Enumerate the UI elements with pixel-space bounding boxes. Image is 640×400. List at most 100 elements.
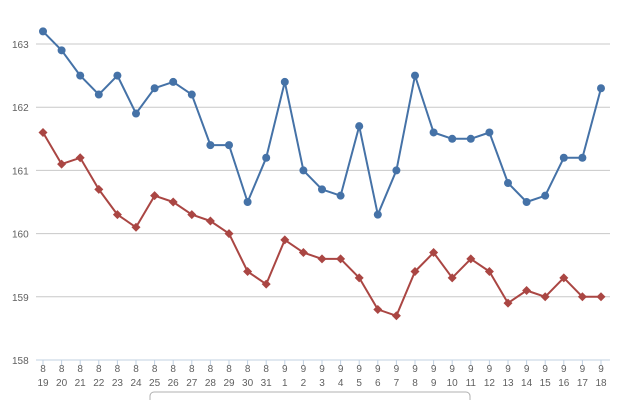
x-tick-label-day: 14 xyxy=(521,378,533,389)
data-point xyxy=(447,273,457,283)
y-tick-label: 163 xyxy=(12,40,29,51)
x-tick-label-day: 5 xyxy=(356,378,362,389)
x-tick-label-day: 26 xyxy=(168,378,180,389)
y-tick-label: 161 xyxy=(12,166,29,177)
x-tick-label-day: 30 xyxy=(242,378,254,389)
x-tick-label-day: 8 xyxy=(412,378,418,389)
data-point xyxy=(206,141,215,150)
x-tick-label-month: 9 xyxy=(524,364,530,375)
data-point xyxy=(39,27,47,36)
x-tick-label-month: 9 xyxy=(505,364,511,375)
x-tick-label-month: 9 xyxy=(598,364,604,375)
x-tick-label-day: 29 xyxy=(223,378,235,389)
data-point xyxy=(411,71,419,80)
x-tick-label-day: 24 xyxy=(130,378,142,389)
x-tick-label-month: 9 xyxy=(449,364,455,375)
x-tick-label-month: 8 xyxy=(115,364,121,375)
x-tick-label-month: 8 xyxy=(133,364,139,375)
data-point xyxy=(150,191,160,201)
x-tick-label-day: 1 xyxy=(282,378,288,389)
x-tick-label-month: 8 xyxy=(226,364,232,375)
x-tick-label-month: 8 xyxy=(77,364,83,375)
data-point xyxy=(410,267,420,277)
x-tick-label-month: 9 xyxy=(356,364,362,375)
x-axis: 8198208218228238248258268278288298308319… xyxy=(37,360,607,389)
data-point xyxy=(484,267,494,277)
data-point xyxy=(596,292,606,302)
data-point xyxy=(168,197,178,207)
x-tick-label-day: 28 xyxy=(205,378,217,389)
data-point xyxy=(466,134,475,143)
data-point xyxy=(261,279,271,289)
x-tick-label-day: 15 xyxy=(540,378,552,389)
x-tick-label-day: 16 xyxy=(558,378,570,389)
data-point xyxy=(541,191,550,200)
data-point xyxy=(76,71,85,80)
data-point xyxy=(317,254,327,264)
series-2 xyxy=(38,127,606,321)
data-point xyxy=(225,141,233,150)
series-1 xyxy=(39,27,605,219)
data-point xyxy=(504,179,512,188)
data-point xyxy=(205,216,215,226)
data-point xyxy=(559,153,568,162)
x-tick-label-day: 18 xyxy=(595,378,607,389)
x-tick-label-month: 8 xyxy=(40,364,46,375)
data-point xyxy=(392,166,401,175)
x-tick-label-month: 8 xyxy=(96,364,102,375)
data-point xyxy=(448,134,457,143)
data-point xyxy=(94,184,104,194)
x-tick-label-month: 9 xyxy=(561,364,567,375)
data-point xyxy=(224,229,234,239)
legend-box[interactable] xyxy=(149,391,471,400)
y-axis: 158 159 160 161 162 163 xyxy=(12,40,29,367)
data-point xyxy=(503,298,513,308)
x-tick-label-day: 17 xyxy=(577,378,589,389)
x-tick-label-day: 31 xyxy=(261,378,273,389)
data-point xyxy=(298,248,308,258)
data-point xyxy=(38,127,48,137)
data-point xyxy=(318,185,326,194)
plot-area xyxy=(38,27,606,321)
data-point xyxy=(243,198,252,206)
x-tick-label-month: 8 xyxy=(189,364,195,375)
data-point xyxy=(94,90,103,99)
x-tick-label-day: 13 xyxy=(502,378,514,389)
x-tick-label-month: 9 xyxy=(301,364,307,375)
x-tick-label-day: 7 xyxy=(394,378,400,389)
data-point xyxy=(597,84,605,93)
x-tick-label-day: 23 xyxy=(112,378,124,389)
data-point xyxy=(131,222,141,232)
data-point xyxy=(150,84,159,93)
data-point xyxy=(113,71,122,80)
data-point xyxy=(466,254,476,264)
x-tick-label-month: 8 xyxy=(170,364,176,375)
x-tick-label-month: 9 xyxy=(468,364,474,375)
y-tick-label: 162 xyxy=(12,103,29,114)
data-point xyxy=(485,128,494,137)
x-tick-label-month: 9 xyxy=(282,364,288,375)
x-tick-label-day: 12 xyxy=(484,378,496,389)
data-point xyxy=(299,166,308,175)
data-point xyxy=(187,210,197,220)
x-tick-label-day: 19 xyxy=(37,378,49,389)
data-point xyxy=(57,46,66,55)
x-tick-label-month: 8 xyxy=(152,364,158,375)
x-tick-label-day: 2 xyxy=(301,378,307,389)
data-point xyxy=(75,153,85,163)
x-tick-label-month: 9 xyxy=(542,364,548,375)
x-tick-label-month: 9 xyxy=(394,364,400,375)
x-tick-label-day: 20 xyxy=(56,378,68,389)
data-point xyxy=(559,273,569,283)
data-point xyxy=(429,248,439,258)
data-point xyxy=(169,77,178,86)
y-tick-label: 160 xyxy=(12,230,29,241)
x-tick-label-day: 3 xyxy=(319,378,325,389)
x-tick-label-month: 8 xyxy=(59,364,65,375)
x-tick-label-month: 8 xyxy=(208,364,214,375)
data-point xyxy=(373,210,382,219)
data-point xyxy=(336,191,345,200)
data-point xyxy=(187,90,196,99)
data-point xyxy=(336,254,346,264)
